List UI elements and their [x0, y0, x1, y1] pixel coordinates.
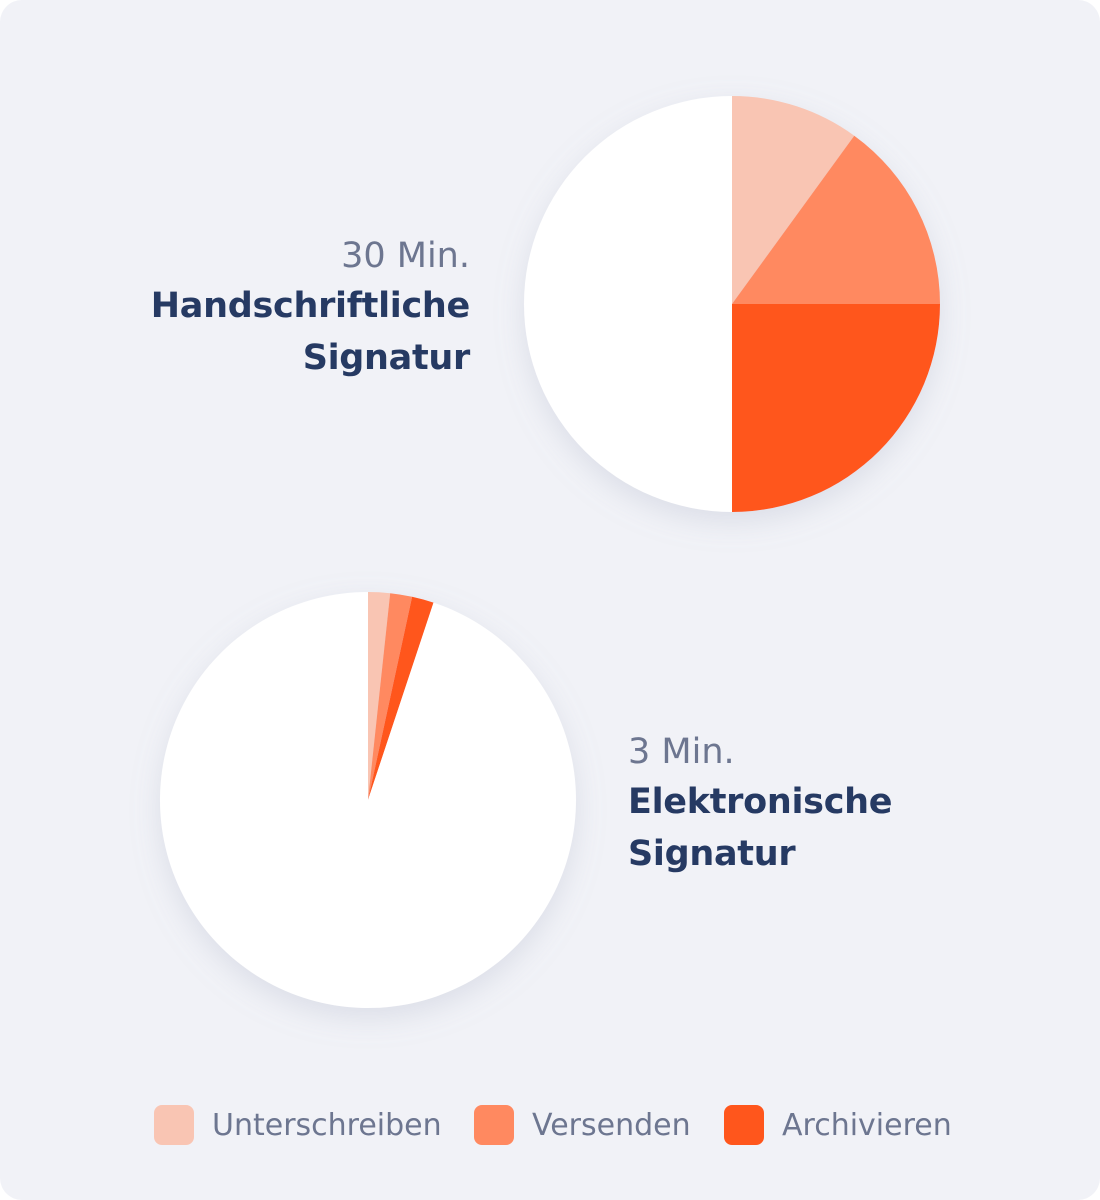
legend-swatch-unterschreiben: [154, 1105, 194, 1145]
handwritten-time: 30 Min.: [341, 236, 470, 276]
legend-label-unterschreiben: Unterschreiben: [212, 1107, 442, 1143]
legend: Unterschreiben Versenden Archivieren: [0, 1102, 1100, 1148]
handwritten-title: Handschriftliche Signatur: [150, 286, 471, 378]
legend-item-unterschreiben: Unterschreiben: [154, 1102, 442, 1148]
electronic-time: 3 Min.: [628, 732, 735, 772]
handwritten-label: 30 Min. Handschriftliche Signatur: [140, 232, 471, 384]
pie-chart-handwritten: [524, 95, 940, 512]
pie-slice-versenden: [732, 135, 940, 304]
pie-chart-electronic: [159, 592, 576, 1008]
pie-slice-archivieren: [732, 304, 940, 512]
pie-slice-archivieren: [368, 596, 434, 800]
pie-slice-unterschreiben: [368, 592, 391, 800]
legend-label-archivieren: Archivieren: [782, 1107, 952, 1143]
pie-slice-versenden: [368, 593, 413, 800]
electronic-title: Elektronische Signatur: [628, 782, 893, 874]
legend-label-versenden: Versenden: [532, 1107, 691, 1143]
legend-swatch-archivieren: [724, 1105, 764, 1145]
pie-slice-remainder: [159, 592, 576, 1008]
legend-item-archivieren: Archivieren: [724, 1102, 952, 1148]
legend-item-versenden: Versenden: [474, 1102, 691, 1148]
pie-slice-unterschreiben: [732, 95, 855, 304]
electronic-label: 3 Min. Elektronische Signatur: [628, 728, 928, 880]
legend-swatch-versenden: [474, 1105, 514, 1145]
pie-slice-remainder: [524, 96, 732, 512]
